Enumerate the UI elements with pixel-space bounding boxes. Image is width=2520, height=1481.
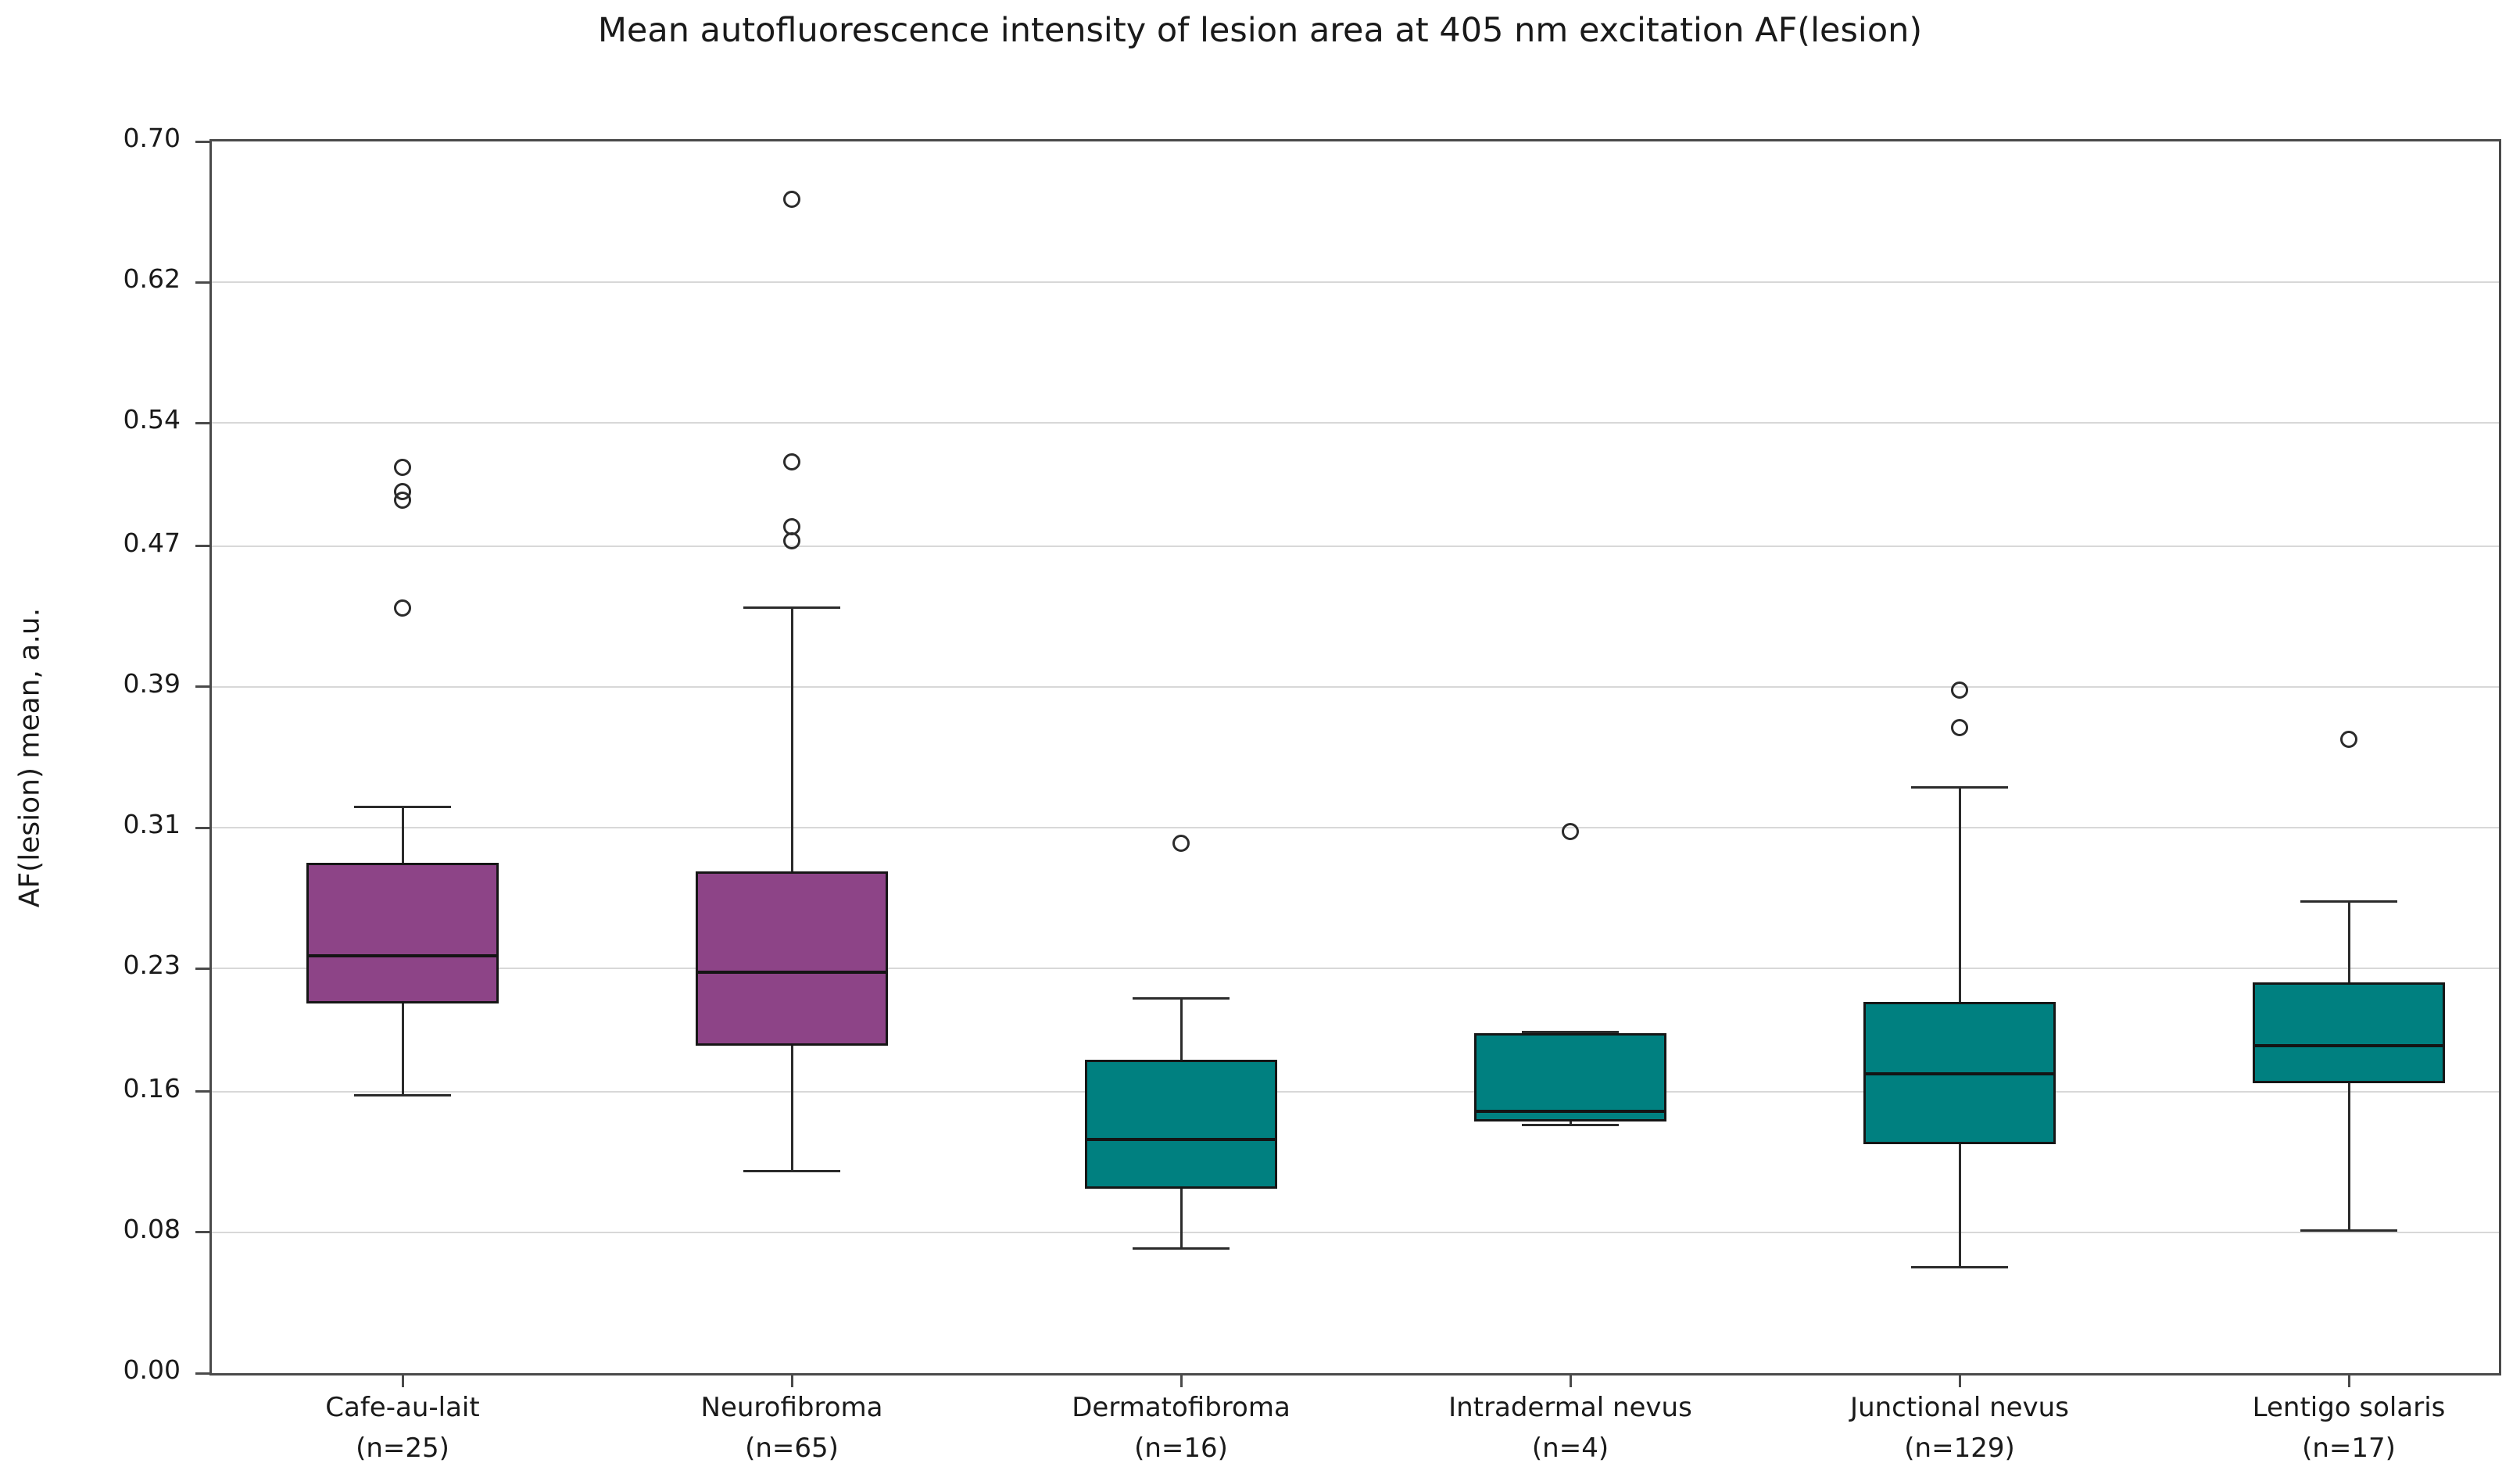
y-tick-mark xyxy=(195,421,209,424)
outlier-point xyxy=(394,483,411,501)
median-line xyxy=(1477,1109,1664,1113)
gridline xyxy=(212,1090,2499,1093)
whisker-lower-stem xyxy=(1179,1188,1183,1249)
median-line xyxy=(698,970,886,974)
x-tick-label-name: Junctional nevus xyxy=(1850,1392,2069,1423)
y-tick-mark xyxy=(195,140,209,143)
whisker-lower-cap xyxy=(1522,1124,1619,1127)
outlier-point xyxy=(394,599,411,617)
x-tick-label-name: Neurofibroma xyxy=(700,1392,883,1423)
y-tick-label: 0.23 xyxy=(123,950,181,981)
y-tick-mark xyxy=(195,967,209,970)
outlier-point xyxy=(783,518,800,536)
whisker-lower-cap xyxy=(1133,1247,1230,1250)
y-axis-label: AF(lesion) mean, a.u. xyxy=(13,607,46,908)
whisker-upper-stem xyxy=(2347,901,2350,983)
whisker-lower-stem xyxy=(2347,1082,2350,1231)
outlier-point xyxy=(2340,731,2357,749)
box-cafe-au-lait xyxy=(306,863,499,1004)
y-tick-mark xyxy=(195,1090,209,1093)
whisker-upper-cap xyxy=(354,805,451,808)
median-line xyxy=(1866,1072,2053,1076)
whisker-lower-cap xyxy=(1911,1266,2008,1269)
y-tick-label: 0.16 xyxy=(123,1072,181,1104)
x-tick-label-count: (n=65) xyxy=(745,1433,839,1464)
whisker-lower-stem xyxy=(1569,1121,1572,1125)
gridline xyxy=(212,281,2499,284)
y-tick-mark xyxy=(195,826,209,829)
plot-area: 0.00 0.08 0.16 0.23 0.31 0.39 0.47 0.54 0.62 0.70… xyxy=(123,123,2501,1464)
box-lentigo-solaris xyxy=(2253,982,2445,1083)
y-tick-label: 0.00 xyxy=(123,1354,181,1385)
gridline xyxy=(212,545,2499,547)
x-tick-label-name: Lentigo solaris xyxy=(2252,1392,2446,1423)
x-tick-label-name: Intradermal nevus xyxy=(1448,1392,1692,1423)
box-neurofibroma xyxy=(696,871,888,1046)
y-tick-label: 0.39 xyxy=(123,667,181,699)
x-tick-label-count: (n=129) xyxy=(1904,1433,2015,1464)
x-tick-mark xyxy=(790,1375,793,1387)
x-tick-mark xyxy=(401,1375,404,1387)
gridline xyxy=(212,827,2499,829)
gridline xyxy=(212,422,2499,424)
x-tick-label-count: (n=25) xyxy=(356,1433,449,1464)
y-tick-label: 0.54 xyxy=(123,404,181,435)
whisker-upper-stem xyxy=(790,607,793,872)
gridline xyxy=(212,685,2499,688)
box-dermatofibroma xyxy=(1085,1060,1277,1189)
whisker-lower-cap xyxy=(743,1169,840,1172)
x-tick-label-name: Dermatofibroma xyxy=(1072,1392,1290,1423)
outlier-point xyxy=(1951,681,1968,699)
x-tick-label-count: (n=4) xyxy=(1531,1433,1609,1464)
x-tick-mark xyxy=(1179,1375,1183,1387)
y-tick-label: 0.62 xyxy=(123,263,181,295)
whisker-lower-stem xyxy=(1958,1144,1961,1268)
outlier-point xyxy=(1951,718,1968,736)
y-tick-mark xyxy=(195,1372,209,1375)
whisker-upper-stem xyxy=(1179,998,1183,1061)
whisker-upper-stem xyxy=(401,807,404,864)
x-tick-label-name: Cafe-au-lait xyxy=(325,1392,480,1423)
whisker-upper-cap xyxy=(743,606,840,610)
y-tick-mark xyxy=(195,1231,209,1234)
y-tick-label: 0.31 xyxy=(123,809,181,840)
x-tick-label-count: (n=17) xyxy=(2302,1433,2396,1464)
whisker-lower-stem xyxy=(790,1046,793,1172)
outlier-point xyxy=(783,453,800,470)
box-intradermal-nevus xyxy=(1474,1033,1666,1122)
chart-title: Mean autofluorescence intensity of lesio… xyxy=(597,11,1923,50)
whisker-upper-cap xyxy=(2300,900,2397,903)
outlier-point xyxy=(1562,822,1579,840)
y-tick-mark xyxy=(195,545,209,548)
x-tick-label-count: (n=16) xyxy=(1134,1433,1228,1464)
outlier-point xyxy=(783,191,800,209)
whisker-lower-cap xyxy=(354,1093,451,1096)
median-line xyxy=(2255,1044,2443,1048)
x-tick-mark xyxy=(1569,1375,1572,1387)
whisker-upper-cap xyxy=(1911,785,2008,789)
x-tick-mark xyxy=(1958,1375,1961,1387)
y-tick-label: 0.08 xyxy=(123,1213,181,1244)
whisker-lower-stem xyxy=(401,1003,404,1096)
whisker-upper-stem xyxy=(1958,787,1961,1002)
median-line xyxy=(309,954,496,958)
whisker-upper-cap xyxy=(1133,996,1230,1000)
x-tick-mark xyxy=(2347,1375,2350,1387)
whisker-upper-cap xyxy=(1522,1030,1619,1033)
gridline xyxy=(212,968,2499,970)
y-tick-label: 0.47 xyxy=(123,527,181,558)
gridline xyxy=(212,1231,2499,1233)
y-tick-label: 0.70 xyxy=(123,123,181,153)
y-tick-mark xyxy=(195,281,209,284)
outlier-point xyxy=(394,458,411,476)
median-line xyxy=(1087,1137,1275,1141)
y-tick-mark xyxy=(195,685,209,689)
whisker-lower-cap xyxy=(2300,1229,2397,1232)
outlier-point xyxy=(1172,835,1190,853)
